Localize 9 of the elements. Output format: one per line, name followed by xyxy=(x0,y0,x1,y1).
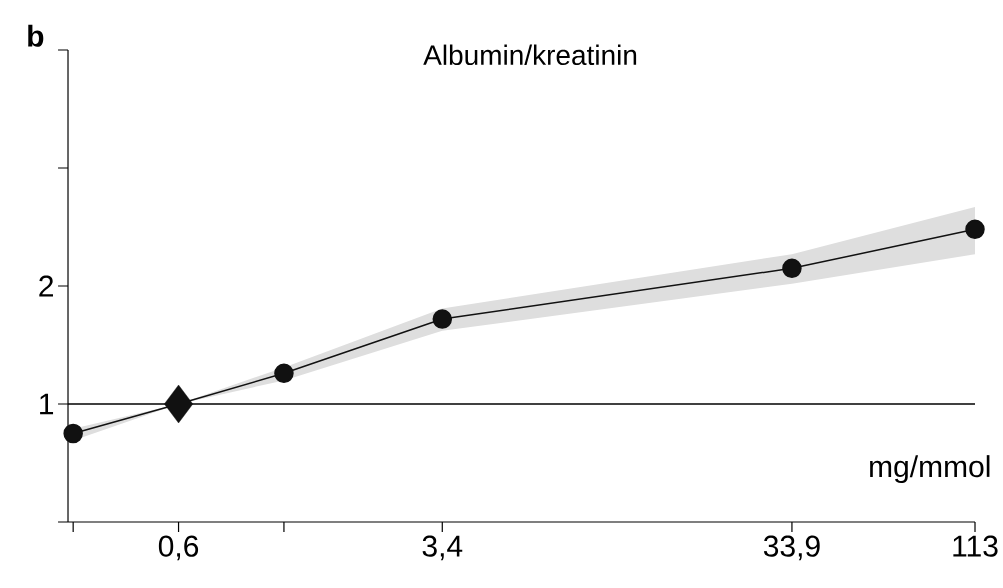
y-tick-label: 2 xyxy=(39,275,53,297)
text: b xyxy=(28,24,44,47)
x-tick-label: 3,4 xyxy=(422,535,463,561)
x-tick-label: 113 xyxy=(953,535,998,557)
y-tick-label: 1 xyxy=(40,393,54,415)
chart-title: Albumin/kreatinin xyxy=(423,44,637,66)
x-tick-label: 33,9 xyxy=(763,535,820,561)
x-axis-title: mg/mmol xyxy=(870,455,990,484)
x-tick-label: 0,6 xyxy=(158,535,199,561)
